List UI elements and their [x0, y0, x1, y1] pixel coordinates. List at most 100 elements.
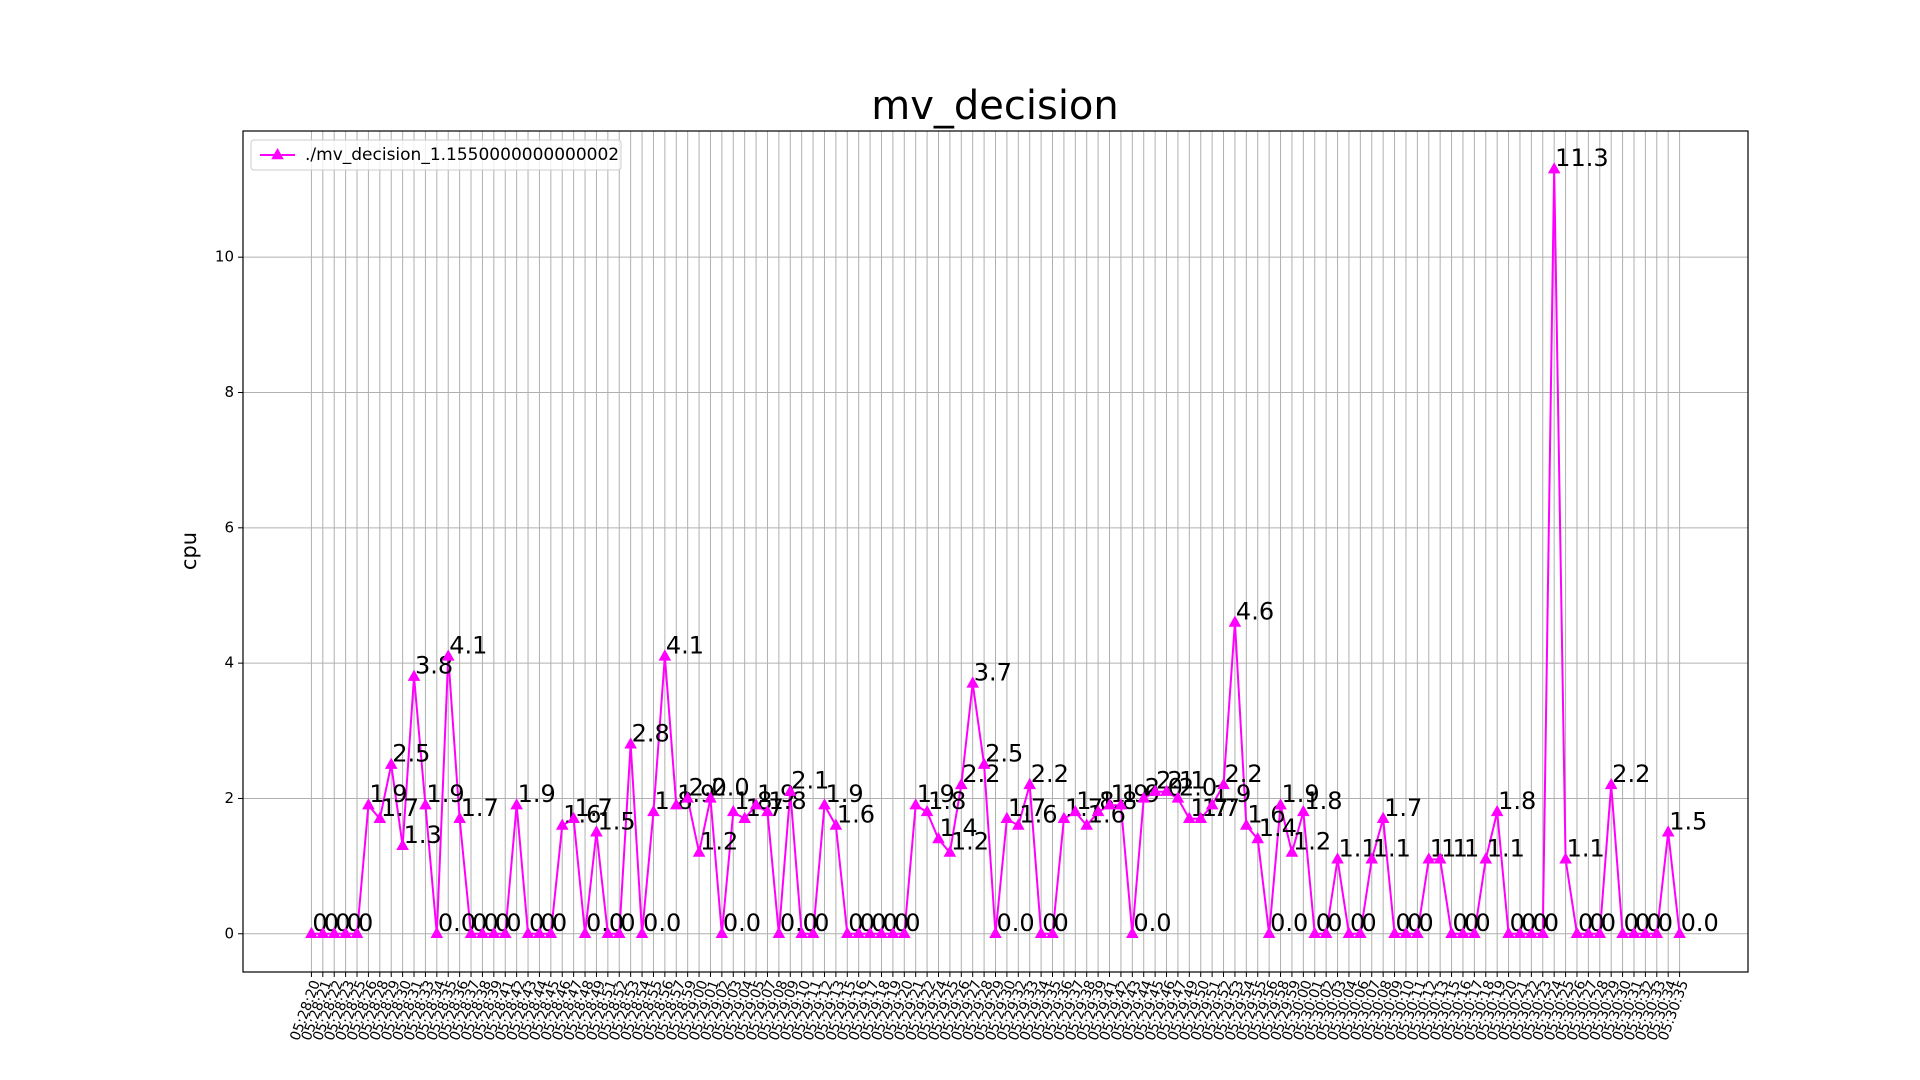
y-tick-label: 10 [215, 248, 234, 266]
data-point [658, 649, 672, 661]
data-point [1502, 926, 1515, 938]
data-point [498, 926, 512, 938]
data-point [1103, 798, 1116, 810]
data-point [1126, 926, 1139, 938]
data-label: 1.6 [1019, 801, 1057, 829]
data-point [1217, 777, 1230, 790]
data-point [441, 649, 455, 661]
data-point [920, 804, 934, 817]
data-label: 1.6 [837, 801, 875, 829]
data-label: 0.0 [1133, 909, 1171, 937]
data-label: 1.2 [700, 828, 738, 856]
plot-frame [242, 130, 1749, 973]
y-tick-label: 2 [224, 789, 234, 807]
y-axis-label: cpu [177, 532, 201, 570]
data-point [1205, 798, 1219, 810]
data-point [373, 811, 387, 823]
data-point [1593, 926, 1607, 938]
data-point [1456, 926, 1470, 938]
data-point [1240, 818, 1253, 830]
legend-box [250, 139, 622, 171]
data-point [1297, 804, 1310, 817]
data-point [430, 926, 444, 938]
data-point [533, 926, 546, 938]
data-point [1183, 811, 1196, 823]
data-label: 1.9 [426, 780, 464, 808]
data-point [681, 791, 694, 803]
data-point [1251, 832, 1265, 844]
data-label: 2.0 [1179, 773, 1217, 801]
data-point [419, 798, 432, 810]
data-point [783, 784, 797, 796]
data-point [806, 926, 820, 938]
data-label: 1.7 [1384, 794, 1422, 822]
data-point [886, 926, 900, 938]
data-point [1034, 926, 1048, 938]
data-point [989, 926, 1002, 938]
data-point [692, 845, 706, 857]
data-label: 1.8 [928, 787, 966, 815]
data-label: 1.1 [1430, 834, 1468, 862]
data-point [1285, 845, 1299, 857]
data-point [1582, 926, 1595, 938]
data-point [943, 845, 957, 857]
data-point [521, 926, 535, 938]
data-point [1639, 926, 1652, 938]
data-point [339, 926, 352, 938]
y-tick-label: 4 [224, 654, 234, 672]
data-point [407, 669, 421, 681]
data-point [1274, 798, 1287, 810]
data-point [1057, 811, 1071, 823]
data-point [1160, 784, 1173, 796]
data-label: 0 [620, 909, 635, 937]
data-label: 1.1 [1487, 834, 1525, 862]
data-label: 0.0 [1681, 909, 1719, 937]
data-label: 0 [814, 909, 829, 937]
data-label: 0 [552, 909, 567, 937]
data-point [555, 818, 569, 830]
data-point [1604, 777, 1618, 790]
data-point [966, 676, 979, 688]
data-point [1365, 852, 1379, 864]
data-point [1000, 811, 1014, 823]
data-label: 4.6 [1236, 598, 1274, 626]
data-label: 1.9 [518, 780, 556, 808]
data-label: 0.0 [997, 909, 1035, 937]
data-label: 1.5 [1669, 807, 1707, 835]
data-label: 11.3 [1555, 144, 1608, 172]
data-point [852, 926, 865, 938]
data-point [601, 926, 615, 938]
data-label: 1.4 [1259, 814, 1297, 842]
data-label: 0 [358, 909, 373, 937]
data-point [1114, 798, 1128, 810]
data-point [1012, 818, 1025, 830]
data-label: 0.0 [723, 909, 761, 937]
data-point [350, 926, 364, 938]
data-label: 2.5 [392, 740, 430, 768]
legend: ./mv_decision_1.1550000000000002 [250, 139, 622, 171]
legend-label: ./mv_decision_1.1550000000000002 [305, 145, 619, 165]
data-point [909, 798, 922, 810]
data-point [1046, 926, 1059, 938]
data-label: 1.7 [461, 794, 499, 822]
data-point [476, 926, 489, 938]
data-label: 1.1 [1441, 834, 1479, 862]
data-point [1354, 926, 1367, 938]
data-label: 1.9 [369, 780, 407, 808]
data-point [567, 811, 580, 823]
data-label: 2.1 [1156, 767, 1194, 795]
data-point [1650, 926, 1664, 938]
data-point [396, 838, 409, 851]
data-point [1194, 811, 1208, 823]
data-point [738, 811, 751, 823]
data-label: 1.9 [1213, 780, 1251, 808]
data-label: 1.7 [1008, 794, 1046, 822]
data-label: 0 [1361, 909, 1376, 937]
data-point [1673, 926, 1686, 938]
data-point [818, 798, 831, 810]
data-label: 0 [1601, 909, 1616, 937]
data-point [1091, 804, 1105, 817]
data-label: 1.9 [917, 780, 955, 808]
data-label: 2.2 [1612, 760, 1650, 788]
